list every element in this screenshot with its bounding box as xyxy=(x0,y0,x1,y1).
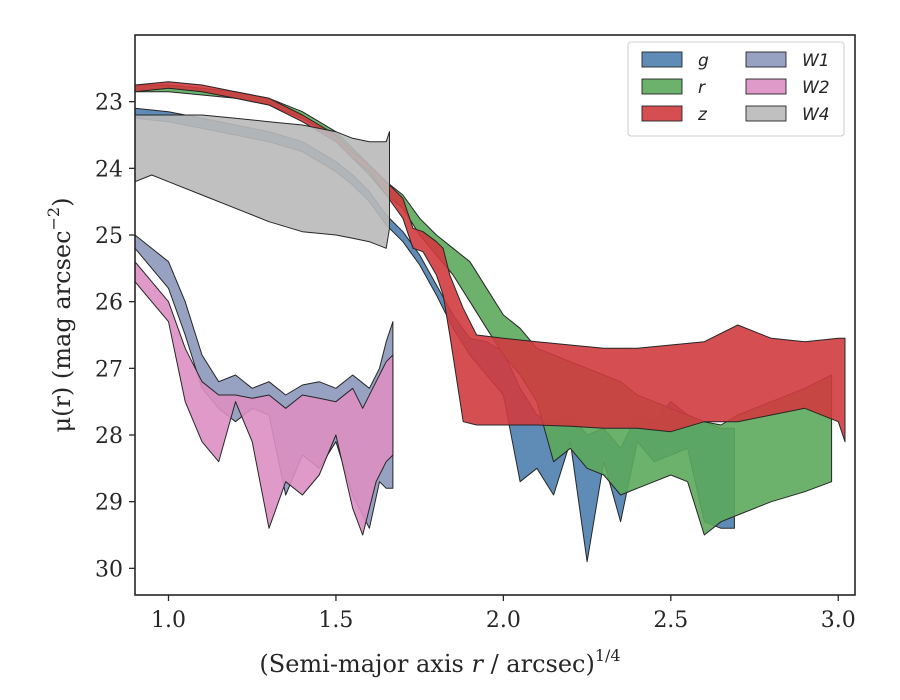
x-tick-label: 2.5 xyxy=(653,608,688,633)
legend-label-W4: W4 xyxy=(802,105,830,125)
y-tick-label: 25 xyxy=(95,224,123,249)
y-tick-label: 24 xyxy=(95,157,123,182)
x-tick-label: 3.0 xyxy=(821,608,856,633)
legend-label-W1: W1 xyxy=(802,51,830,71)
x-tick-label: 2.0 xyxy=(486,608,521,633)
x-tick-label: 1.5 xyxy=(318,608,353,633)
legend-swatch-g xyxy=(641,51,683,68)
y-tick-label: 28 xyxy=(95,424,123,449)
y-axis: 23 24 25 26 27 28 29 30 xyxy=(95,91,135,582)
legend-label-r: r xyxy=(698,78,706,98)
legend: grz W1 W2 W4 xyxy=(627,41,845,137)
legend-swatch-W1 xyxy=(745,51,787,68)
y-axis-label: μ(r) (mag arcsec−2) xyxy=(44,198,76,433)
y-tick-label: 29 xyxy=(95,491,123,516)
y-tick-label: 27 xyxy=(95,357,123,382)
series-band-W2 xyxy=(135,261,394,536)
y-tick-label: 23 xyxy=(95,91,123,116)
x-tick-label: 1.0 xyxy=(151,608,186,633)
legend-swatch-W4 xyxy=(745,105,787,122)
y-tick-label: 30 xyxy=(95,557,123,582)
legend-swatch-W2 xyxy=(745,78,787,95)
plot-frame xyxy=(134,34,856,596)
legend-label-z: z xyxy=(697,105,708,125)
series-layer xyxy=(135,81,846,563)
legend-swatch-r xyxy=(641,78,683,95)
legend-label-g: g xyxy=(698,51,709,71)
y-tick-label: 26 xyxy=(95,291,123,316)
x-axis-label: (Semi-major axis r / arcsec)1/4 xyxy=(259,646,620,678)
series-band-W4 xyxy=(135,114,390,249)
x-axis: 1.0 1.5 2.0 2.5 3.0 xyxy=(151,595,856,633)
legend-swatch-z xyxy=(641,105,683,122)
legend-label-W2: W2 xyxy=(802,78,830,98)
